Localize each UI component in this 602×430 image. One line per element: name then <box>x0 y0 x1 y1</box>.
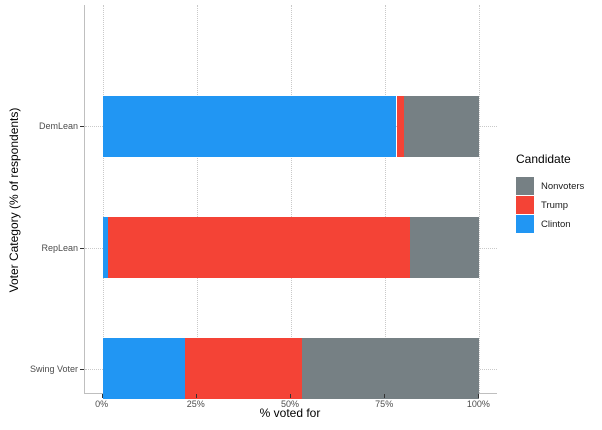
legend-key-Clinton <box>516 215 534 233</box>
bar-Swing Voter-Clinton <box>102 338 186 400</box>
gridline-v-25% <box>196 5 198 393</box>
gridline-v-50% <box>291 5 292 393</box>
x-tick-label-100%: 100% <box>466 399 490 409</box>
bar-DemLean-Clinton <box>102 95 397 157</box>
legend-label-Trump: Trump <box>541 199 569 211</box>
bar-DemLean-Nonvoters <box>404 95 480 157</box>
legend-title: Candidate <box>516 152 571 166</box>
x-tick-mark-50% <box>290 394 291 398</box>
x-tick-mark-75% <box>384 394 386 398</box>
x-tick-label-0%: 0% <box>95 399 109 409</box>
bar-RepLean-Trump <box>108 217 410 278</box>
x-tick-label-50%: 50% <box>280 399 300 409</box>
legend-item-Trump: Trump <box>516 196 584 214</box>
x-tick-label-25%: 25% <box>186 399 205 409</box>
legend-key-Nonvoters <box>516 177 534 195</box>
x-tick-mark-0% <box>101 394 103 398</box>
bar-RepLean-Nonvoters <box>409 217 480 278</box>
gridline-v-0% <box>102 5 104 393</box>
legend-items: Nonvoters Trump Clinton <box>516 177 584 233</box>
y-tick-mark-RepLean <box>80 247 84 249</box>
y-tick-mark-DemLean <box>80 126 84 128</box>
x-tick-label-75%: 75% <box>375 399 394 409</box>
legend-key-Trump <box>516 196 534 214</box>
legend: Candidate Nonvoters Trump Clinton <box>516 152 584 234</box>
x-axis-title: % voted for <box>259 406 321 420</box>
bar-Swing Voter-Nonvoters <box>302 338 480 400</box>
bar-Swing Voter-Trump <box>185 338 303 400</box>
y-axis-title: Voter Category (% of respondents) <box>7 107 21 293</box>
legend-item-Clinton: Clinton <box>516 215 584 233</box>
bar-RepLean-Clinton <box>102 217 109 278</box>
plot-panel <box>84 5 497 400</box>
legend-label-Nonvoters: Nonvoters <box>541 180 585 192</box>
bar-DemLean-Trump <box>396 95 405 157</box>
x-tick-mark-100% <box>478 394 480 398</box>
y-tick-label-DemLean: DemLean <box>38 121 78 132</box>
y-tick-label-RepLean: RepLean <box>41 242 78 253</box>
legend-item-Nonvoters: Nonvoters <box>516 177 584 195</box>
y-tick-label-Swing Voter: Swing Voter <box>29 363 78 374</box>
y-tick-mark-Swing Voter <box>80 368 84 370</box>
x-tick-mark-25% <box>195 394 197 398</box>
gridline-v-100% <box>479 5 481 393</box>
legend-label-Clinton: Clinton <box>541 218 571 230</box>
gridline-v-75% <box>385 5 387 393</box>
